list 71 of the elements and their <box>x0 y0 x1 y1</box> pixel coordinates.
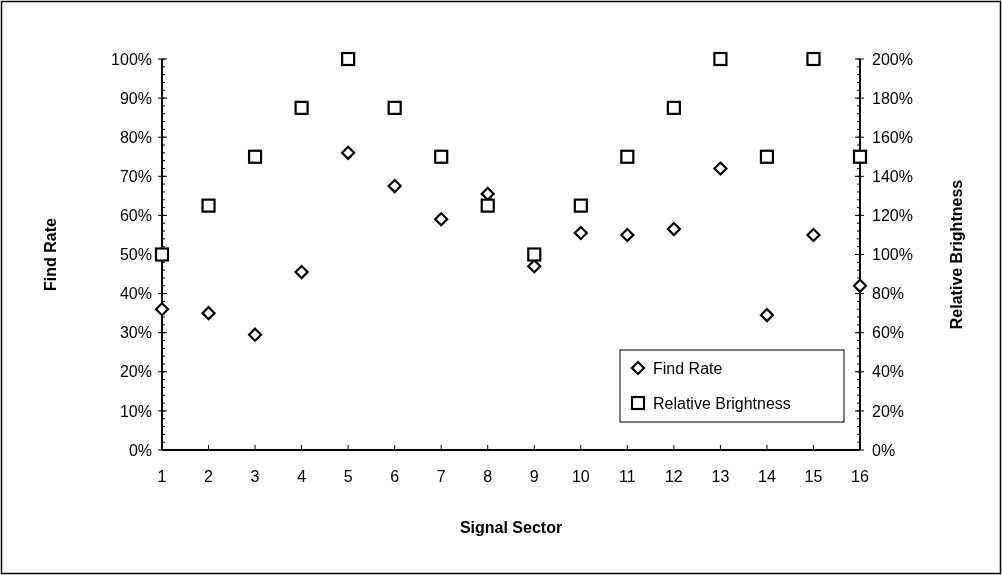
legend-label: Relative Brightness <box>653 394 791 412</box>
point <box>573 225 588 241</box>
y-axis-title: Find Rate <box>42 217 59 291</box>
point <box>201 306 216 321</box>
point <box>480 186 495 201</box>
point <box>806 51 821 67</box>
point <box>294 100 309 115</box>
x-tick-label: 5 <box>343 468 353 485</box>
y-tick-label: 90% <box>119 89 152 107</box>
point <box>387 100 402 115</box>
y-tick-label: 80% <box>119 128 152 146</box>
y-tick-label: 0% <box>128 441 152 459</box>
y2-tick-label: 0% <box>872 441 896 459</box>
point <box>341 145 356 160</box>
point <box>247 149 263 164</box>
y2-tick-label: 200% <box>872 50 913 68</box>
x-tick-label: 2 <box>204 468 214 485</box>
point <box>154 247 170 262</box>
y2-tick-label: 20% <box>872 402 905 420</box>
x-tick-label: 3 <box>250 468 260 485</box>
y2-tick-label: 40% <box>872 363 905 381</box>
x-tick-label: 6 <box>390 468 400 485</box>
y-tick-label: 20% <box>119 363 152 381</box>
y2-tick-label: 180% <box>872 89 913 107</box>
y-tick-label: 10% <box>119 402 152 420</box>
x-tick-label: 11 <box>619 468 636 485</box>
point <box>201 198 216 213</box>
x-tick-label: 4 <box>297 468 307 485</box>
y2-tick-label: 120% <box>872 207 913 224</box>
x-tick-label: 1 <box>157 468 167 485</box>
point <box>247 327 263 342</box>
point <box>527 247 542 262</box>
y2-tick-label: 60% <box>872 324 905 342</box>
y-tick-label: 50% <box>119 246 152 264</box>
x-tick-label: 7 <box>436 468 446 485</box>
point <box>434 212 449 227</box>
legend-label: Find Rate <box>653 359 723 377</box>
x-tick-label: 9 <box>529 468 539 485</box>
y2-axis-title: Relative Brightness <box>948 179 965 330</box>
point <box>154 302 170 317</box>
point <box>620 149 635 164</box>
point <box>434 149 449 164</box>
x-tick-label: 8 <box>483 468 493 485</box>
y2-tick-label: 80% <box>872 285 905 303</box>
point <box>759 308 775 323</box>
x-tick-label: 16 <box>851 468 869 485</box>
point <box>713 161 728 176</box>
y2-tick-label: 140% <box>872 167 913 185</box>
x-tick-label: 12 <box>664 468 683 485</box>
y-tick-label: 100% <box>111 50 152 68</box>
y-tick-label: 30% <box>119 324 152 342</box>
x-tick-label: 14 <box>758 468 776 485</box>
y2-tick-label: 160% <box>872 128 913 146</box>
y-tick-label: 60% <box>119 207 152 224</box>
point <box>341 51 356 67</box>
point <box>852 278 868 293</box>
point <box>713 51 728 67</box>
point <box>759 149 775 164</box>
point <box>852 149 868 164</box>
x-tick-label: 10 <box>571 468 590 485</box>
y-tick-label: 40% <box>119 285 152 303</box>
point <box>480 198 495 213</box>
y-tick-label: 70% <box>119 167 152 185</box>
x-axis-title: Signal Sector <box>459 519 563 536</box>
x-tick-label: 13 <box>711 468 730 485</box>
y2-tick-label: 100% <box>872 246 913 264</box>
point <box>573 198 588 213</box>
x-tick-label: 15 <box>804 468 823 485</box>
point <box>666 100 681 115</box>
point <box>387 178 402 194</box>
point <box>666 221 681 237</box>
